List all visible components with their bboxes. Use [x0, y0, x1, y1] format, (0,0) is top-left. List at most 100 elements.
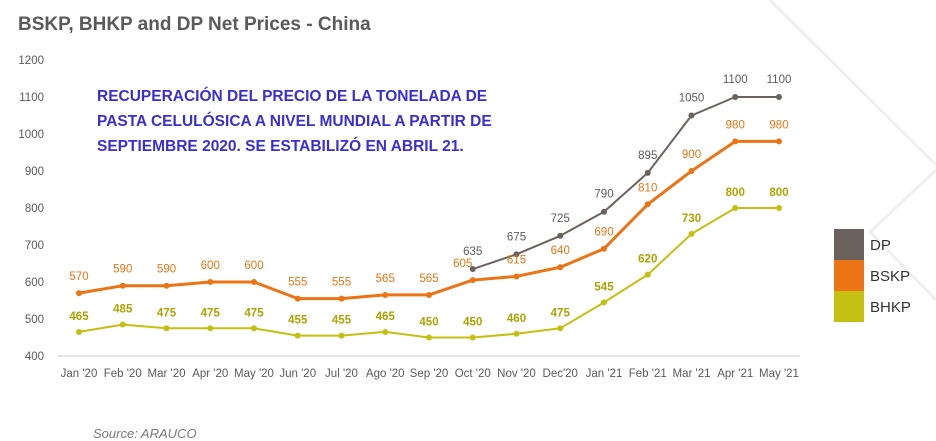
data-point-bskp	[557, 264, 564, 271]
data-point-bskp	[601, 245, 607, 252]
x-tick-label: Nov '20	[497, 368, 536, 380]
data-label-bskp: 590	[113, 264, 132, 276]
data-label-bhkp: 485	[113, 304, 133, 316]
data-label-dp: 1100	[767, 74, 792, 86]
y-tick-label: 700	[25, 240, 44, 252]
data-point-bskp	[469, 277, 476, 284]
x-tick-label: Jul '20	[325, 368, 358, 380]
data-point-dp	[732, 94, 739, 100]
data-label-bskp: 565	[376, 273, 395, 285]
x-tick-label: Dec'20	[543, 368, 578, 380]
y-tick-label: 900	[25, 166, 44, 178]
deco-line	[867, 168, 936, 302]
data-label-bhkp: 475	[551, 307, 571, 319]
x-tick-label: May '21	[759, 368, 799, 380]
data-point-bhkp	[251, 325, 257, 332]
data-label-bhkp: 465	[69, 311, 89, 323]
data-label-bhkp: 450	[419, 317, 438, 329]
data-label-bskp: 900	[682, 149, 701, 161]
data-label-bskp: 640	[551, 245, 570, 257]
x-tick-label: Sep '20	[410, 368, 449, 380]
data-label-bskp: 570	[69, 271, 88, 283]
data-label-bhkp: 730	[682, 213, 701, 225]
x-tick-label: Jan '21	[586, 368, 623, 380]
data-label-bhkp: 545	[594, 281, 614, 293]
chart-legend: DP BSKP BHKP	[834, 229, 911, 322]
data-point-bhkp	[601, 299, 607, 306]
data-point-bskp	[76, 290, 82, 297]
data-point-dp	[557, 232, 564, 239]
data-point-bskp	[207, 279, 214, 285]
y-tick-label: 400	[25, 351, 44, 363]
chart-axes: 400 500 600 700 800 900 1000 1100 1200 Jan '20 Feb…	[18, 55, 800, 380]
y-tick-label: 1000	[18, 129, 44, 141]
data-label-dp: 725	[551, 213, 570, 225]
x-tick-label: Jun '20	[279, 368, 316, 380]
data-label-dp: 1050	[679, 93, 705, 105]
x-tick-label: Ago '20	[366, 368, 405, 380]
data-point-bskp	[338, 295, 345, 302]
y-tick-label: 600	[25, 277, 44, 289]
data-point-bhkp	[513, 330, 520, 337]
x-tick-label: Feb '20	[104, 368, 142, 380]
data-point-bhkp	[776, 205, 782, 211]
data-label-bskp: 980	[769, 119, 788, 131]
chart-annotation: RECUPERACIÓN DEL PRECIO DE LA TONELADA D…	[97, 84, 577, 159]
data-point-bhkp	[382, 328, 389, 335]
y-tick-label: 1100	[19, 92, 44, 104]
data-point-bskp	[119, 282, 126, 289]
data-label-bhkp: 475	[201, 307, 221, 319]
data-point-bhkp	[76, 328, 82, 335]
chart-title: BSKP, BHKP and DP Net Prices - China	[18, 14, 371, 35]
y-tick-label: 800	[25, 203, 44, 215]
data-label-bskp: 590	[157, 264, 176, 276]
data-point-bskp	[382, 291, 389, 298]
y-tick-label: 500	[25, 314, 44, 326]
annotation-line-3: SEPTIEMBRE 2020. SE ESTABILIZÓ EN ABRIL …	[97, 138, 464, 155]
data-point-dp	[688, 112, 695, 119]
data-label-bhkp: 465	[376, 311, 396, 323]
source-note: Source: ARAUCO	[93, 426, 197, 441]
data-label-bhkp: 455	[332, 315, 352, 327]
data-label-dp: 1100	[723, 74, 748, 86]
data-label-dp: 790	[594, 189, 613, 201]
x-tick-label: Mar '20	[148, 368, 186, 380]
data-label-dp: 675	[507, 231, 526, 243]
data-point-dp	[469, 266, 476, 273]
data-point-bhkp	[644, 271, 651, 278]
data-label-bskp: 690	[594, 227, 613, 239]
deco-line	[768, 0, 936, 167]
data-label-dp: 635	[463, 246, 482, 258]
data-point-bhkp	[469, 334, 476, 341]
annotation-line-1: RECUPERACIÓN DEL PRECIO DE LA TONELADA D…	[97, 88, 488, 105]
legend-swatch-bhkp	[834, 291, 864, 322]
data-label-bskp: 555	[288, 277, 307, 289]
data-label-bhkp: 620	[638, 254, 657, 266]
legend-label-bskp: BSKP	[870, 268, 910, 285]
data-point-bskp	[163, 282, 170, 289]
data-label-bskp: 555	[332, 277, 351, 289]
data-label-bhkp: 475	[244, 307, 264, 319]
data-point-bhkp	[688, 230, 695, 237]
legend-label-dp: DP	[870, 237, 891, 254]
data-point-bhkp	[119, 321, 126, 328]
data-point-bskp	[644, 201, 651, 208]
data-label-bskp: 565	[419, 273, 438, 285]
data-label-bskp: 980	[726, 119, 745, 131]
data-point-bskp	[513, 273, 520, 280]
legend-swatch-bskp	[834, 260, 864, 291]
data-point-dp	[776, 94, 782, 100]
data-label-dp: 895	[638, 150, 657, 162]
legend-label-bhkp: BHKP	[870, 299, 911, 316]
data-point-dp	[513, 251, 520, 258]
data-label-bhkp: 460	[507, 313, 526, 325]
x-tick-label: May '20	[234, 368, 274, 380]
data-point-bhkp	[163, 325, 170, 332]
data-point-bhkp	[557, 325, 564, 332]
data-point-bskp	[251, 279, 257, 285]
x-tick-label: Jan '20	[61, 368, 98, 380]
annotation-line-2: PASTA CELULÓSICA A NIVEL MUNDIAL A PARTI…	[97, 113, 492, 130]
data-label-bhkp: 450	[463, 317, 482, 329]
series-line-dp	[472, 96, 779, 271]
